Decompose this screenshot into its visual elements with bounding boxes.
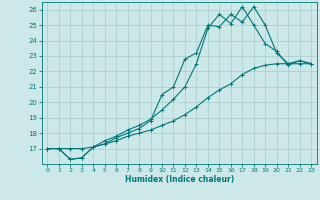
X-axis label: Humidex (Indice chaleur): Humidex (Indice chaleur) <box>124 175 234 184</box>
